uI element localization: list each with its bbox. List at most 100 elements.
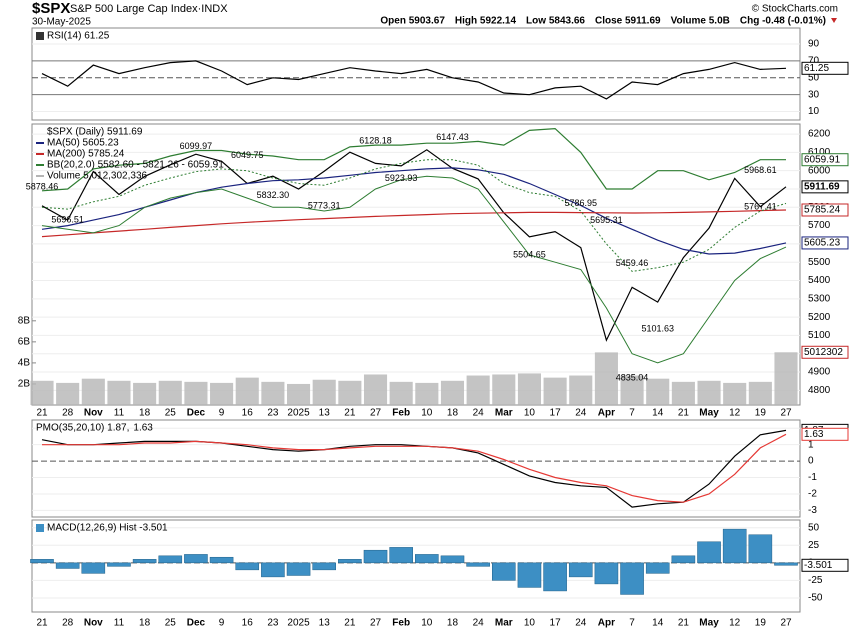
legend-entry: Volume 5,012,302,336	[47, 171, 148, 182]
y-tick-label: 5400	[808, 275, 831, 286]
histogram-bar	[389, 547, 413, 564]
histogram-bar	[30, 559, 54, 564]
volume-bar	[646, 378, 670, 405]
price-annotation: 5878.46	[26, 181, 59, 191]
x-tick-label: 18	[139, 408, 151, 419]
quote-item: Chg -0.48 (-0.01%)	[740, 16, 826, 27]
legend-entry: MA(50) 5605.23	[47, 138, 119, 149]
panel-title: MACD(12,26,9) Hist -3.501	[47, 523, 168, 534]
histogram-bar	[697, 541, 721, 564]
histogram-bar	[748, 534, 773, 564]
y-tick-label: 10	[808, 106, 820, 117]
x-tick-label: 28	[62, 408, 74, 419]
value-tag: 5012302	[804, 347, 843, 358]
y-tick-label: 50	[808, 522, 820, 533]
price-annotation: 5767.41	[744, 202, 777, 212]
price-annotation: 5101.63	[641, 324, 674, 334]
x-tick-label: May	[699, 408, 719, 419]
x-tick-label: 21	[678, 618, 690, 629]
price-annotation: 6049.75	[231, 150, 264, 160]
histogram-bar	[517, 562, 542, 588]
x-tick-label: Apr	[598, 618, 615, 629]
x-tick-label: Dec	[187, 408, 206, 419]
price-annotation: 4835.04	[616, 372, 649, 382]
series-line	[42, 433, 787, 503]
down-arrow	[831, 18, 837, 23]
x-tick-label: 7	[629, 618, 635, 629]
quote-item: Volume 5.0B	[671, 16, 730, 27]
x-tick-label: 24	[473, 408, 485, 419]
value-tag: 6059.91	[804, 154, 841, 165]
volume-bar	[107, 380, 131, 405]
x-tick-label: May	[699, 618, 719, 629]
y-tick-label: -1	[808, 472, 817, 483]
x-tick-label: 24	[575, 408, 587, 419]
value-tag-box	[801, 61, 849, 75]
histogram-bar	[415, 554, 439, 564]
x-tick-label: 27	[780, 618, 792, 629]
histogram-bar	[209, 556, 234, 564]
x-tick-label: 24	[575, 618, 587, 629]
y-tick-label: 25	[808, 540, 820, 551]
value-tag: 5911.69	[804, 181, 840, 192]
volume-bar	[517, 373, 541, 405]
value-tag-box	[801, 427, 849, 441]
macd-frame	[31, 519, 801, 613]
x-tick-label: 19	[755, 618, 767, 629]
histogram-bar	[184, 554, 208, 564]
histogram-bar	[235, 562, 260, 571]
x-tick-label: 2025	[287, 408, 310, 419]
histogram-bar	[568, 562, 593, 578]
histogram-bar	[132, 559, 157, 564]
y-tick-label: 1	[808, 439, 814, 450]
volume-bar	[697, 380, 721, 405]
x-tick-label: 27	[370, 408, 382, 419]
volume-bar	[363, 374, 388, 405]
histogram-bar	[312, 562, 337, 571]
x-tick-label: 7	[629, 408, 635, 419]
volume-bar	[312, 379, 336, 405]
x-tick-label: Mar	[495, 408, 513, 419]
y-tick-label: 90	[808, 39, 820, 50]
x-tick-label: 11	[114, 408, 125, 419]
value-tag-box	[801, 203, 849, 217]
legend-swatch	[36, 32, 44, 40]
legend-swatch	[36, 524, 44, 532]
symbol: $SPX	[32, 0, 70, 17]
volume-bar	[671, 381, 695, 405]
volume-bar	[287, 383, 311, 405]
volume-bar	[748, 381, 772, 405]
x-tick-label: Mar	[495, 618, 513, 629]
x-tick-label: 21	[344, 618, 356, 629]
x-tick-label: 28	[62, 618, 74, 629]
x-tick-label: 17	[550, 618, 562, 629]
bb-lower	[41, 175, 787, 364]
pmo-frame	[31, 419, 801, 518]
volume-bar	[594, 352, 618, 405]
value-tag-box	[801, 153, 849, 167]
quote-item: Close 5911.69	[595, 16, 661, 27]
x-tick-label: 18	[139, 618, 151, 629]
x-tick-label: Apr	[598, 408, 615, 419]
y-tick-label: 0	[808, 456, 814, 467]
quote-item: Low 5843.66	[526, 16, 585, 27]
x-tick-label: 21	[344, 408, 356, 419]
series-line	[41, 60, 787, 100]
volume-bar	[543, 377, 567, 405]
x-tick-label: 2025	[287, 618, 310, 629]
histogram-bar	[774, 562, 798, 566]
x-tick-label: 12	[729, 618, 741, 629]
histogram-bar	[440, 555, 465, 564]
y2-tick-label: 2B	[18, 379, 31, 390]
x-tick-label: 11	[114, 618, 125, 629]
y-tick-label: -50	[808, 593, 823, 604]
volume-bar	[30, 380, 54, 405]
price-annotation: 5923.93	[385, 173, 418, 183]
volume-bar	[158, 380, 182, 405]
volume-bar	[492, 374, 516, 405]
y-tick-label: 6200	[808, 129, 831, 140]
x-tick-label: Feb	[392, 408, 410, 419]
x-tick-label: Nov	[84, 408, 103, 419]
histogram-bar	[722, 528, 747, 564]
